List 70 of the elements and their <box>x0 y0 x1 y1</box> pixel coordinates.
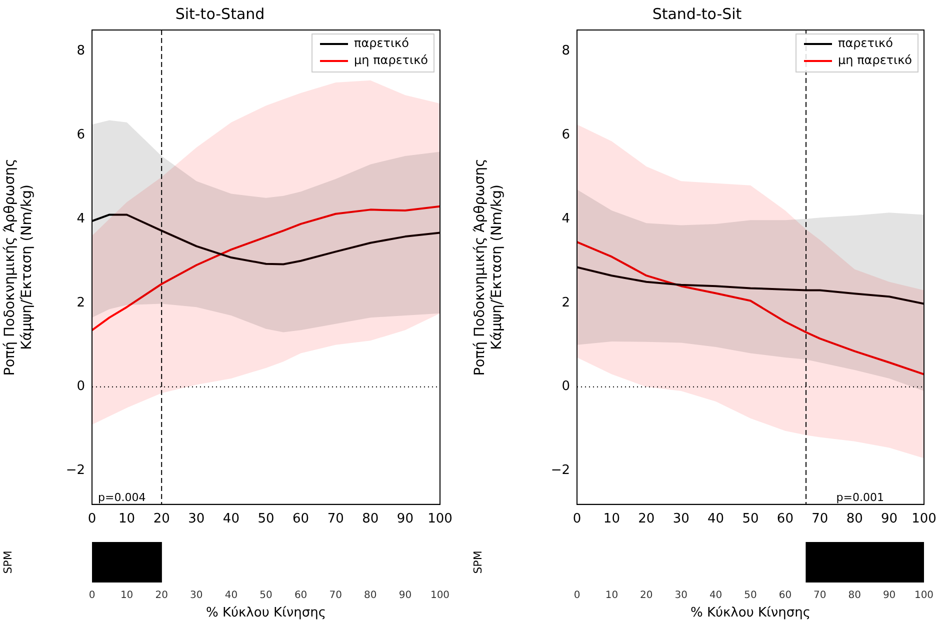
x-tick-label: 90 <box>881 512 898 527</box>
y-axis-title: Ροπή Ποδοκνημικής Άρθρωσης Κάμψη/Έκταση (Nm/kg) <box>2 158 35 376</box>
x-tick-label: 10 <box>605 590 618 602</box>
x-axis-title: % Κύκλου Κίνησης <box>690 606 811 621</box>
x-tick-label: 10 <box>603 512 620 527</box>
x-tick-label: 10 <box>120 590 134 602</box>
x-tick-label: 100 <box>914 590 934 602</box>
y-tick-label: 8 <box>76 43 85 58</box>
y-tick-label: 2 <box>76 295 85 310</box>
y-tick-label: 0 <box>562 379 570 394</box>
y-tick-label: −2 <box>66 463 85 478</box>
y-tick-label: 6 <box>76 127 85 142</box>
annotation: p=0.001 <box>836 490 884 504</box>
y-tick-label: 4 <box>562 211 570 226</box>
x-tick-label: 70 <box>327 512 344 527</box>
x-tick-label: 40 <box>708 512 724 527</box>
y-tick-label: 8 <box>562 43 570 58</box>
legend-label: παρετικό <box>838 36 893 50</box>
x-tick-label: 70 <box>329 590 342 602</box>
x-tick-label: 60 <box>778 590 792 602</box>
y-axis-title: SPM <box>1 550 14 574</box>
x-tick-label: 20 <box>153 512 170 527</box>
y-tick-label: 0 <box>76 379 85 394</box>
x-axis-title: % Κύκλου Κίνησης <box>206 606 326 621</box>
y-tick-label: 4 <box>76 211 85 226</box>
x-tick-label: 30 <box>190 590 203 602</box>
x-tick-label: 0 <box>572 512 582 527</box>
x-tick-label: 50 <box>742 512 759 527</box>
x-tick-label: 50 <box>258 512 274 527</box>
x-tick-label: 70 <box>814 590 826 602</box>
x-tick-label: 20 <box>155 590 168 602</box>
x-tick-label: 20 <box>640 590 653 602</box>
y-tick-label: 6 <box>562 127 570 142</box>
chart-title: Sit-to-Stand <box>175 4 265 23</box>
x-tick-label: 30 <box>672 512 690 527</box>
x-tick-label: 90 <box>398 590 412 602</box>
y-axis-title: Ροπή Ποδοκνημικής Άρθρωσης Κάμψη/Έκταση (Nm/kg) <box>472 158 505 376</box>
x-tick-label: 80 <box>848 590 861 602</box>
x-tick-label: 20 <box>638 512 655 527</box>
x-tick-label: 40 <box>709 590 722 602</box>
x-tick-label: 100 <box>430 590 450 602</box>
x-tick-label: 60 <box>294 590 308 602</box>
x-tick-label: 90 <box>882 590 896 602</box>
x-tick-label: 60 <box>776 512 794 527</box>
x-tick-label: 0 <box>574 590 580 602</box>
x-tick-label: 40 <box>224 590 238 602</box>
legend-label: παρετικό <box>354 36 409 50</box>
x-tick-label: 50 <box>260 590 272 602</box>
x-tick-label: 80 <box>364 590 377 602</box>
x-tick-label: 40 <box>222 512 240 527</box>
x-tick-label: 50 <box>744 590 757 602</box>
x-tick-label: 70 <box>812 512 828 527</box>
x-tick-label: 60 <box>292 512 310 527</box>
y-tick-label: 2 <box>562 295 570 310</box>
legend-label: μη παρετικό <box>838 53 912 68</box>
x-tick-label: 0 <box>88 512 96 527</box>
x-tick-label: 30 <box>188 512 205 527</box>
x-tick-label: 80 <box>846 512 863 527</box>
y-axis-title: SPM <box>471 550 484 574</box>
y-tick-label: −2 <box>550 463 570 478</box>
chart-title: Stand-to-Sit <box>652 4 742 23</box>
x-tick-label: 0 <box>88 590 96 602</box>
x-tick-label: 90 <box>396 512 414 527</box>
legend-label: μη παρετικό <box>354 53 428 68</box>
x-tick-label: 100 <box>428 512 452 527</box>
annotation: p=0.004 <box>98 490 146 504</box>
x-tick-label: 80 <box>362 512 379 527</box>
x-tick-label: 30 <box>674 590 688 602</box>
x-tick-label: 100 <box>912 512 936 527</box>
x-tick-label: 10 <box>118 512 136 527</box>
